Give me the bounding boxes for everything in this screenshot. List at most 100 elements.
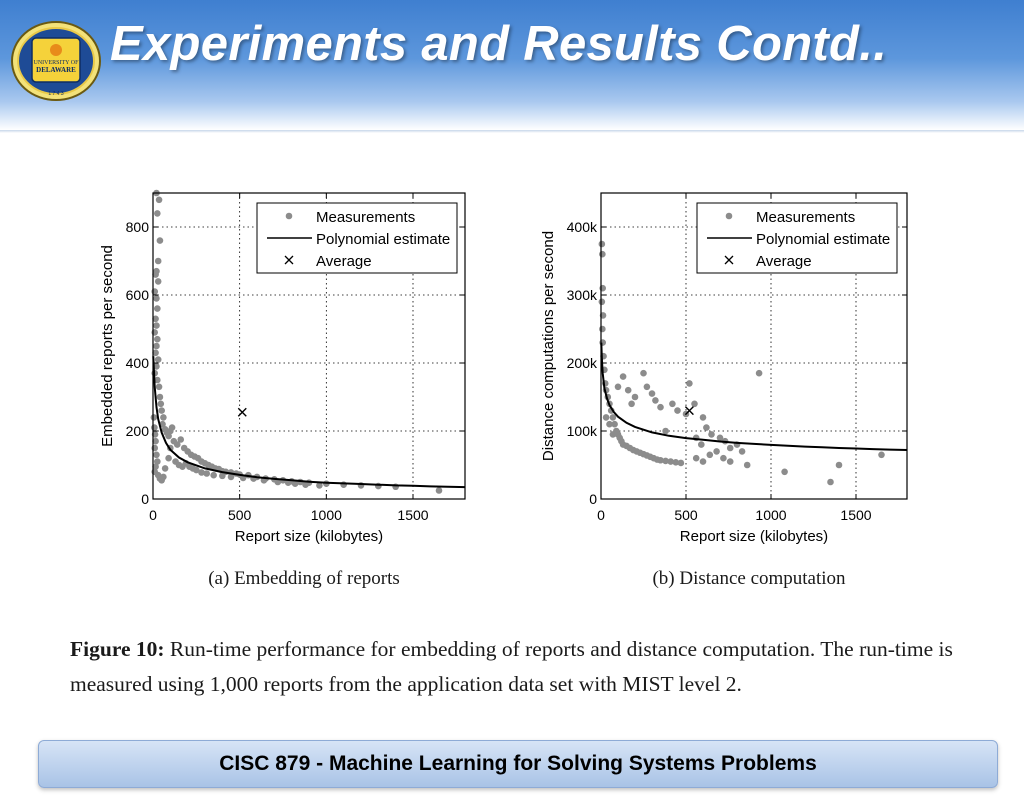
chart-b-measurement-point (716, 434, 724, 442)
chart-b-measurement-point (726, 458, 734, 465)
chart-a-measurement-point (154, 376, 161, 384)
chart-b-measurement-point (738, 448, 746, 455)
chart-b-legend-label: Polynomial estimate (756, 231, 890, 248)
chart-a-measurement-point (152, 437, 159, 445)
chart-a-legend-x-swatch (284, 255, 294, 265)
chart-b-x-tick-label: 1500 (840, 507, 871, 523)
chart-a-measurement-point (154, 257, 162, 265)
chart-b-measurement-point (599, 250, 606, 258)
chart-b-x-tick-label: 0 (597, 507, 605, 523)
chart-b-measurement-point (652, 397, 659, 404)
chart-a-measurement-point (152, 463, 159, 471)
chart-a-measurement-point (152, 271, 159, 278)
chart-a-measurement-point (154, 458, 161, 465)
chart-a-measurement-point (173, 441, 181, 448)
chart-b-measurement-point (708, 431, 715, 438)
chart-b-measurement-point (726, 444, 734, 452)
chart-b-y-tick-label: 400k (567, 219, 598, 235)
chart-b-measurement-point (669, 400, 676, 408)
chart-a-measurement-point (177, 436, 185, 443)
chart-a-measurement-point (168, 424, 176, 431)
chart-b-measurement-point (706, 451, 714, 459)
chart-b-y-axis-label: Distance computations per second (540, 231, 557, 461)
chart-b-measurement-point (755, 369, 763, 377)
chart-a-y-tick-label: 600 (126, 287, 150, 303)
chart-b-measurement-point (692, 454, 700, 462)
chart-b-frame (600, 192, 908, 500)
chart-b-average-marker (684, 406, 694, 416)
chart-a: 0 500 1000 1500 0 200 400 600 800 Report size (ki… (99, 189, 466, 589)
chart-a-measurement-point (156, 393, 164, 401)
chart-a-measurement-point (219, 472, 226, 480)
chart-b-measurement-point (667, 458, 674, 465)
chart-a-y-axis-label: Embedded reports per second (99, 245, 116, 447)
chart-a-legend-label: Polynomial estimate (316, 231, 450, 248)
chart-b-measurement-point (827, 478, 834, 486)
chart-b-polynomial-line (600, 342, 908, 451)
figure-caption-label: Figure 10: (70, 637, 165, 661)
chart-b-measurement-point (599, 325, 606, 333)
chart-b-measurement-point (619, 373, 627, 380)
chart-b-subcaption: (b) Distance computation (652, 568, 846, 589)
chart-a-measurement-point (193, 466, 200, 474)
chart-a-measurement-point (153, 451, 160, 459)
figure-caption: Figure 10: Run-time performance for embe… (70, 632, 970, 702)
chart-b-measurement-point (643, 383, 651, 391)
chart-a-legend-dot-swatch (285, 212, 293, 220)
chart-b-measurement-point (699, 458, 707, 465)
chart-b-legend-label: Measurements (756, 209, 855, 226)
chart-b-measurement-point (657, 403, 664, 411)
chart-b-measurement-point (662, 427, 669, 435)
chart-a-measurement-point (316, 482, 323, 489)
chart-a-measurement-point (203, 470, 211, 477)
chart-a-y-tick-label: 0 (141, 491, 149, 507)
chart-a-legend-label: Measurements (316, 209, 415, 226)
chart-a-measurement-point (157, 400, 165, 408)
chart-a-measurement-point (227, 473, 235, 481)
chart-b-measurement-point (614, 383, 622, 391)
chart-b-measurement-point (624, 386, 632, 394)
chart-b-measurement-point (606, 420, 613, 428)
chart-a-y-tick-label: 200 (126, 423, 150, 439)
chart-b-y-tick-label: 0 (589, 491, 597, 507)
chart-a-polynomial-line (152, 356, 466, 489)
chart-b-measurement-point (703, 424, 710, 431)
slide-footer: CISC 879 - Machine Learning for Solving … (38, 740, 998, 788)
chart-a-measurement-point (154, 210, 161, 217)
chart-b-legend-dot-swatch (725, 212, 733, 220)
chart-a-measurement-point (165, 454, 172, 462)
chart-a-measurement-point (154, 356, 162, 363)
chart-b-measurement-point (640, 369, 647, 377)
chart-b: 0 500 1000 1500 0 100k 200k 300k 400k Report size… (540, 192, 908, 589)
chart-b-measurement-point (599, 284, 606, 292)
header-divider (0, 130, 1024, 133)
chart-a-measurement-point (291, 480, 299, 488)
chart-a-measurement-point (150, 414, 158, 421)
chart-a-measurement-point (161, 465, 169, 472)
chart-b-measurement-point (674, 407, 681, 414)
chart-a-measurement-point (210, 471, 217, 479)
chart-a-measurement-point (154, 335, 161, 343)
chart-b-measurement-point (677, 459, 685, 467)
slide-header (0, 0, 1024, 130)
chart-a-measurement-point (198, 469, 205, 476)
chart-b-y-tick-label: 200k (567, 355, 598, 371)
chart-a-legend-label: Average (316, 253, 372, 270)
chart-b-measurement-point (720, 454, 727, 462)
chart-b-measurement-point (699, 414, 707, 421)
chart-a-measurement-point (160, 473, 167, 481)
chart-b-measurement-point (878, 451, 885, 459)
chart-b-measurement-point (609, 414, 617, 421)
chart-b-measurement-point (691, 400, 698, 408)
logo-top-text: UNIVERSITY OF (34, 60, 80, 66)
chart-a-measurement-point (160, 414, 167, 421)
chart-a-y-tick-label: 400 (126, 355, 150, 371)
chart-b-legend-label: Average (756, 253, 812, 270)
chart-a-measurement-point (153, 295, 160, 302)
chart-b-measurement-point (648, 390, 656, 397)
chart-a-measurement-point (158, 407, 165, 414)
chart-b-x-tick-label: 500 (674, 507, 698, 523)
chart-b-y-tick-label: 300k (567, 287, 598, 303)
chart-a-measurement-point (156, 237, 164, 244)
